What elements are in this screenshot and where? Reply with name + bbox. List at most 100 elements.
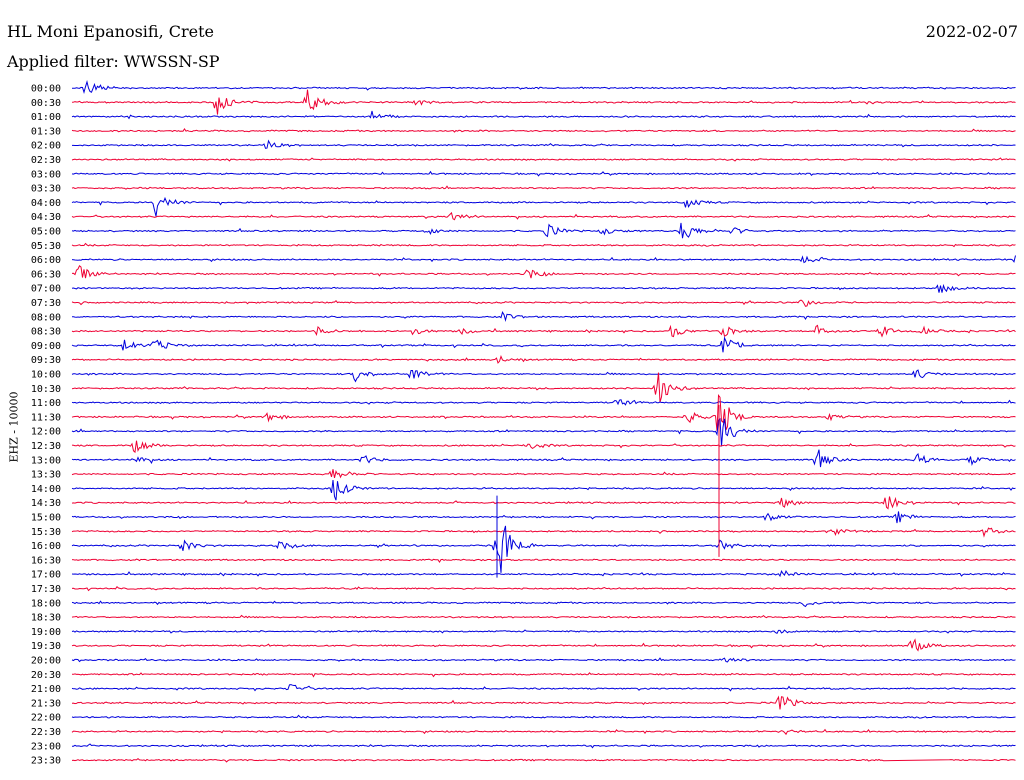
row-time-label: 04:30 (31, 212, 61, 223)
row-time-label: 02:30 (31, 155, 61, 166)
trace-line (71, 394, 1016, 432)
trace-line (71, 695, 1016, 710)
trace-line (71, 728, 1016, 736)
row-time-label: 03:00 (31, 169, 61, 180)
row-time-label: 00:00 (31, 84, 61, 95)
row-time-label: 16:30 (31, 555, 61, 566)
row-time-label: 11:30 (31, 412, 61, 423)
row-time-label: 13:30 (31, 470, 61, 481)
row-time-label: 17:30 (31, 584, 61, 595)
row-time-label: 12:30 (31, 441, 61, 452)
trace-line (72, 139, 1016, 149)
trace-line (71, 558, 1016, 564)
row-time-label: 08:30 (31, 327, 61, 338)
row-time-label: 22:00 (31, 713, 61, 724)
trace-line (71, 299, 1016, 307)
trace-line (71, 211, 1016, 221)
trace-line (71, 469, 1016, 479)
row-time-label: 18:00 (31, 598, 61, 609)
row-time-label: 10:30 (31, 384, 61, 395)
trace-line (71, 80, 1016, 94)
trace-line (71, 185, 1016, 190)
row-time-label: 01:00 (31, 112, 61, 123)
trace-line (71, 684, 1016, 692)
row-time-label: 05:30 (31, 241, 61, 252)
trace-line (71, 310, 1016, 323)
trace-line (71, 757, 1016, 763)
trace-line (71, 110, 1016, 120)
row-time-label: 23:30 (31, 756, 61, 767)
row-time-label: 08:00 (31, 312, 61, 323)
trace-line (71, 629, 1016, 634)
trace-line (71, 600, 1016, 608)
row-time-label: 09:00 (31, 341, 61, 352)
row-time-label: 22:30 (31, 727, 61, 738)
row-time-label: 13:00 (31, 455, 61, 466)
trace-line (71, 614, 1016, 619)
plot-date: 2022-02-07 (925, 22, 1018, 41)
trace-line (71, 355, 1016, 364)
trace-line (71, 336, 1016, 353)
trace-line (72, 743, 1016, 749)
trace-line (71, 585, 1016, 592)
row-time-label: 21:00 (31, 684, 61, 695)
trace-line (71, 569, 1016, 578)
trace-line (71, 449, 1016, 468)
row-time-label: 18:30 (31, 613, 61, 624)
row-time-label: 19:30 (31, 641, 61, 652)
row-time-label: 15:30 (31, 527, 61, 538)
trace-line (71, 511, 1016, 524)
trace-line (71, 525, 1016, 573)
trace-line (71, 527, 1016, 538)
trace-line (71, 89, 1016, 115)
trace-line (71, 369, 1016, 383)
row-time-label: 21:30 (31, 698, 61, 709)
trace-line (71, 196, 1016, 217)
trace-line (71, 496, 1016, 510)
row-time-label: 17:00 (31, 570, 61, 581)
row-time-label: 01:30 (31, 126, 61, 137)
row-time-label: 05:00 (31, 227, 61, 238)
trace-line (71, 714, 1016, 719)
row-time-label: 09:30 (31, 355, 61, 366)
row-time-label: 03:30 (31, 184, 61, 195)
row-time-label: 07:00 (31, 284, 61, 295)
row-time-label: 20:30 (31, 670, 61, 681)
trace-line (71, 283, 1016, 293)
row-time-label: 16:00 (31, 541, 61, 552)
row-time-label: 19:00 (31, 627, 61, 638)
trace-line (71, 170, 1016, 177)
row-time-label: 04:00 (31, 198, 61, 209)
row-time-label: 07:30 (31, 298, 61, 309)
filter-label: Applied filter: WWSSN-SP (7, 52, 220, 71)
row-time-label: 11:00 (31, 398, 61, 409)
trace-line (71, 242, 1016, 248)
row-time-label: 10:00 (31, 370, 61, 381)
trace-line (71, 324, 1016, 338)
row-time-label: 20:00 (31, 656, 61, 667)
trace-line (71, 255, 1016, 264)
station-name: HL Moni Epanosifi, Crete (7, 22, 215, 41)
trace-line (71, 265, 1016, 279)
trace-line (71, 479, 1016, 501)
trace-line (71, 399, 1016, 406)
trace-line (71, 417, 1016, 447)
trace-line (71, 222, 1016, 239)
row-time-label: 02:00 (31, 141, 61, 152)
row-time-label: 15:00 (31, 513, 61, 524)
trace-line (71, 657, 1016, 663)
row-time-label: 12:00 (31, 427, 61, 438)
row-time-label: 14:00 (31, 484, 61, 495)
trace-line (71, 440, 1016, 454)
row-time-label: 00:30 (31, 98, 61, 109)
trace-line (71, 372, 1016, 403)
row-time-label: 23:00 (31, 741, 61, 752)
row-time-label: 06:30 (31, 269, 61, 280)
row-time-label: 14:30 (31, 498, 61, 509)
trace-line (71, 127, 1016, 133)
trace-line (71, 157, 1016, 162)
trace-line (71, 638, 1016, 652)
row-time-label: 06:00 (31, 255, 61, 266)
trace-line (72, 672, 1016, 678)
